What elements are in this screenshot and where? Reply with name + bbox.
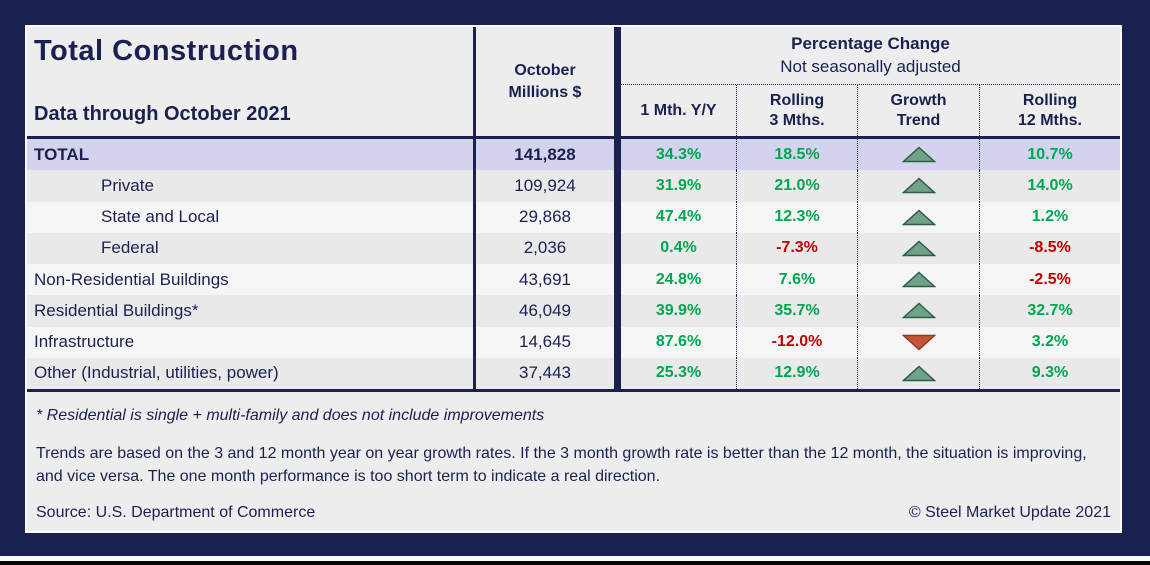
row-label: TOTAL (27, 139, 476, 171)
table-row: State and Local 29,868 47.4% 12.3% 1.2% (27, 201, 1120, 233)
pct-rolling-12mths: 1.2% (979, 201, 1120, 233)
pct-rolling-3mths: 12.9% (736, 357, 857, 389)
pct-rolling-3mths: -7.3% (736, 232, 857, 264)
pct-1mth-yy: 39.9% (655, 301, 702, 319)
row-millions-value: 109,924 (476, 170, 621, 202)
pct-rolling-3mths: -12.0% (736, 326, 857, 358)
percentage-change-label: Percentage Change (791, 34, 950, 54)
row-label: Non-Residential Buildings (27, 264, 476, 296)
pct-rolling-12mths: -8.5% (979, 232, 1120, 264)
table-row: Federal 2,036 0.4% -7.3% -8.5% (27, 232, 1120, 264)
row-millions-value: 141,828 (476, 139, 621, 171)
row-label: Other (Industrial, utilities, power) (27, 357, 476, 389)
pct-rolling-3mths: 35.7% (736, 295, 857, 327)
column-header-rolling12: Rolling 12 Mths. (979, 85, 1120, 136)
growth-trend-cell (857, 357, 979, 389)
pct-1mth-yy: 0.4% (660, 239, 697, 257)
growth-trend-cell (857, 232, 979, 264)
pct-rolling-3mths: 18.5% (736, 139, 857, 171)
trend-up-icon (901, 302, 936, 319)
table-row: TOTAL 141,828 34.3% 18.5% 10.7% (27, 139, 1120, 171)
table-rows: TOTAL 141,828 34.3% 18.5% 10.7% Private 109,92… (27, 139, 1120, 389)
row-millions-value: 43,691 (476, 264, 621, 296)
row-label: Infrastructure (27, 326, 476, 358)
page-subtitle: Data through October 2021 (34, 103, 291, 125)
growth-trend-cell (857, 264, 979, 296)
trend-up-icon (901, 146, 936, 163)
row-millions-value: 46,049 (476, 295, 621, 327)
trend-up-icon (901, 209, 936, 225)
page-title: Total Construction (34, 35, 299, 67)
growth-trend-cell (857, 326, 979, 358)
row-millions-value: 29,868 (476, 201, 621, 233)
source-label: Source: U.S. Department of Commerce (36, 504, 316, 521)
pct-rolling-12mths: 10.7% (979, 139, 1120, 171)
trend-down-icon (901, 334, 936, 351)
sub-column-headers: 1 Mth. Y/Y Rolling 3 Mths. Growth Trend … (621, 85, 1120, 136)
table-row: Private 109,924 31.9% 21.0% 14.0% (27, 170, 1120, 202)
row-label: Private (27, 170, 476, 202)
table-row: Other (Industrial, utilities, power) 37,4… (27, 357, 1120, 389)
title-cell: Total Construction Data through October … (27, 27, 476, 136)
pct-rolling-12mths: 32.7% (979, 295, 1120, 327)
bottom-white-strip (0, 556, 1150, 561)
pct-1mth-yy: 87.6% (655, 333, 702, 351)
table-row: Infrastructure 14,645 87.6% -12.0% 3.2% (27, 326, 1120, 358)
pct-rolling-12mths: 3.2% (979, 326, 1120, 358)
trend-footnote: Trends are based on the 3 and 12 month y… (36, 445, 1087, 486)
pct-1mth-yy: 34.3% (655, 145, 702, 163)
table-header-row: Total Construction Data through October … (27, 27, 1120, 139)
column-header-rolling3: Rolling 3 Mths. (736, 85, 857, 136)
bottom-black-strip (0, 561, 1150, 565)
footnotes: * Residential is single + multi-family a… (27, 392, 1120, 504)
pct-1mth-yy: 24.8% (655, 270, 702, 288)
growth-trend-cell (857, 295, 979, 327)
trend-up-icon (901, 271, 936, 288)
growth-trend-cell (857, 201, 979, 233)
pct-rolling-3mths: 7.6% (736, 264, 857, 296)
residential-footnote: * Residential is single + multi-family a… (36, 407, 545, 424)
row-millions-value: 37,443 (476, 357, 621, 389)
percentage-change-header: Percentage Change Not seasonally adjuste… (621, 27, 1120, 85)
trend-up-icon (901, 365, 936, 382)
percentage-header-block: Percentage Change Not seasonally adjuste… (621, 27, 1120, 136)
millions-column-header: October Millions $ (476, 27, 621, 136)
source-row: Source: U.S. Department of Commerce © St… (27, 504, 1120, 531)
pct-1mth-yy: 31.9% (655, 176, 702, 194)
not-seasonally-adjusted-label: Not seasonally adjusted (780, 56, 961, 76)
table-row: Residential Buildings* 46,049 39.9% 35.7% 32… (27, 295, 1120, 327)
copyright-label: © Steel Market Update 2021 (908, 504, 1111, 521)
pct-rolling-12mths: 14.0% (979, 170, 1120, 202)
pct-rolling-3mths: 21.0% (736, 170, 857, 202)
trend-up-icon (901, 177, 936, 194)
trend-up-icon (901, 240, 936, 257)
growth-trend-cell (857, 170, 979, 202)
growth-trend-cell (857, 139, 979, 171)
row-label: Federal (27, 232, 476, 264)
column-header-1mth: 1 Mth. Y/Y (640, 101, 717, 119)
pct-rolling-3mths: 12.3% (736, 201, 857, 233)
row-millions-value: 2,036 (476, 232, 621, 264)
table-row: Non-Residential Buildings 43,691 24.8% 7.6%… (27, 264, 1120, 296)
report-panel: Total Construction Data through October … (25, 25, 1122, 533)
pct-rolling-12mths: -2.5% (979, 264, 1120, 296)
pct-rolling-12mths: 9.3% (979, 357, 1120, 389)
row-label: Residential Buildings* (27, 295, 476, 327)
pct-1mth-yy: 25.3% (655, 364, 702, 382)
row-millions-value: 14,645 (476, 326, 621, 358)
column-header-growth-trend: Growth Trend (857, 85, 979, 136)
construction-table: Total Construction Data through October … (27, 27, 1120, 392)
pct-1mth-yy: 47.4% (655, 208, 702, 226)
row-label: State and Local (27, 201, 476, 233)
